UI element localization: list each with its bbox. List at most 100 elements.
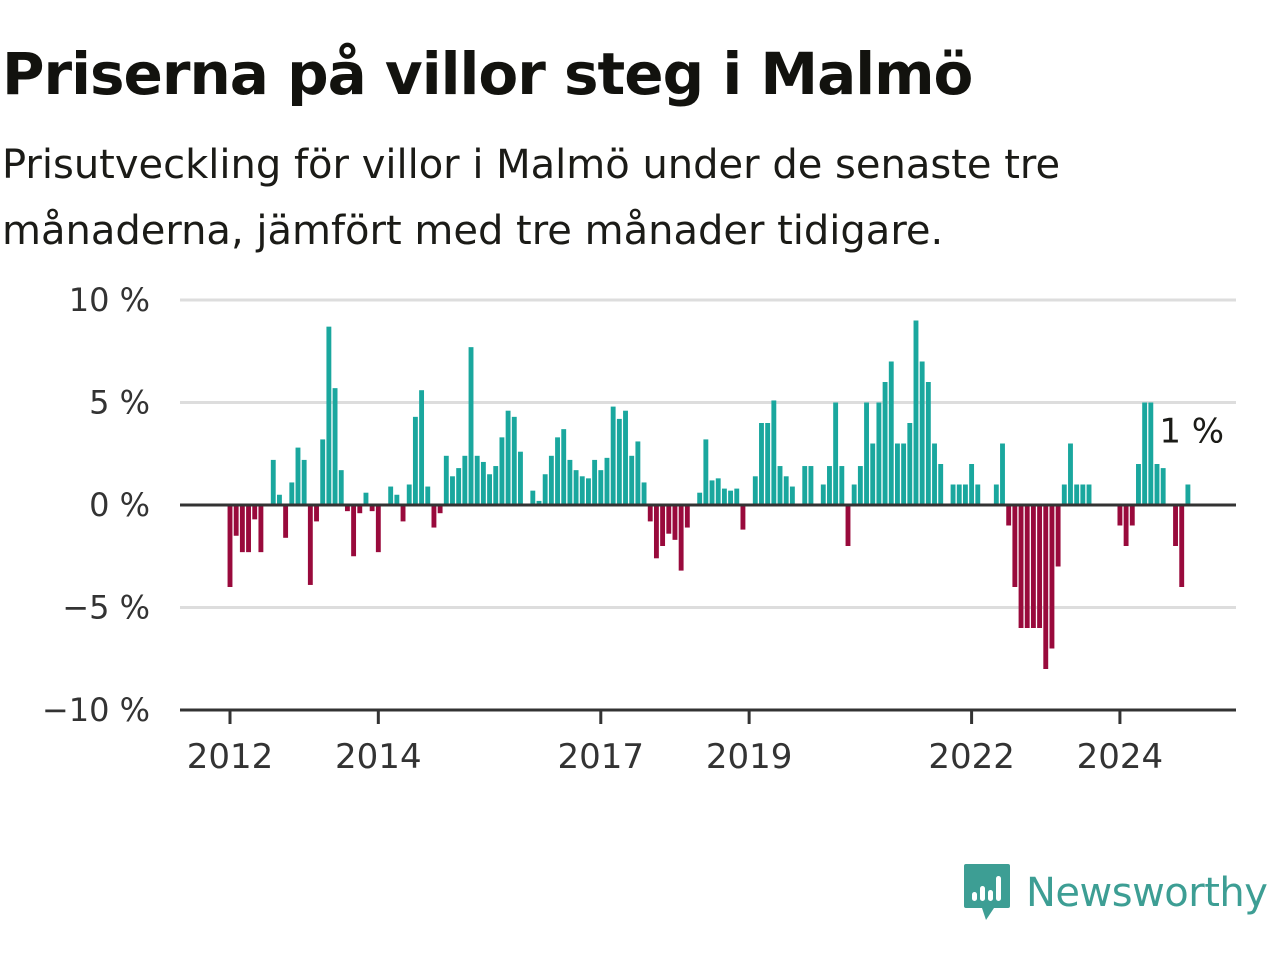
bar [647, 505, 653, 522]
bar [1179, 505, 1185, 587]
bar [839, 466, 845, 505]
bar [1030, 505, 1036, 628]
bar [734, 488, 740, 505]
bar [1000, 443, 1005, 505]
x-tick-label: 2017 [558, 737, 645, 777]
bar [456, 468, 462, 505]
bar [851, 484, 857, 505]
bar [789, 486, 795, 505]
bar [833, 402, 839, 505]
bar [518, 451, 523, 505]
bar [332, 388, 338, 505]
bar [252, 505, 258, 520]
bar [938, 464, 944, 505]
bar [827, 466, 832, 505]
y-tick-label: 10 % [69, 281, 150, 319]
bar [468, 347, 474, 505]
x-tick-label: 2019 [706, 737, 793, 777]
bar [394, 494, 400, 505]
bar [857, 466, 863, 505]
bar [1049, 505, 1055, 649]
bar [530, 490, 536, 505]
bar [419, 390, 425, 505]
bar [1068, 443, 1073, 505]
bar [1018, 505, 1024, 628]
bar [474, 455, 480, 505]
bar [845, 505, 851, 546]
bar [437, 505, 443, 514]
bar [283, 505, 289, 538]
bar [759, 423, 764, 505]
bar [771, 400, 777, 505]
bar [672, 505, 678, 540]
newsworthy-logo-text: Newsworthy [1026, 870, 1268, 916]
y-tick-label: −5 % [62, 589, 150, 627]
bar [932, 443, 937, 505]
bar [375, 505, 381, 553]
bar [864, 402, 869, 505]
bar [277, 494, 282, 505]
bar [511, 416, 517, 505]
last-value-annotation: 1 % [1159, 412, 1224, 452]
bar [913, 320, 919, 505]
bar [969, 464, 975, 505]
bar [1123, 505, 1129, 546]
chart-title: Priserna på villor steg i Malmö [2, 40, 973, 108]
bar [641, 482, 647, 505]
bar [344, 505, 350, 512]
bar [314, 505, 319, 522]
bar [1006, 505, 1012, 526]
bars [227, 320, 1191, 669]
bar [629, 455, 635, 505]
bar [1043, 505, 1049, 669]
bar [1160, 468, 1166, 505]
bar [598, 470, 604, 505]
bar [307, 505, 313, 585]
bar [227, 505, 233, 587]
bar [808, 466, 814, 505]
bar [684, 505, 690, 528]
bar [239, 505, 245, 553]
bar [363, 492, 369, 505]
y-tick-label: −10 % [42, 691, 150, 729]
bar [721, 488, 727, 505]
grid-lines [180, 298, 1236, 609]
bar [326, 326, 332, 505]
bar [740, 505, 746, 530]
bar [1148, 402, 1154, 505]
newsworthy-logo-icon [964, 864, 1010, 920]
bar [715, 478, 721, 505]
bar [950, 484, 956, 505]
bar [666, 505, 672, 534]
bar [555, 437, 560, 505]
bar [369, 505, 375, 512]
bar [573, 470, 579, 505]
chart-subtitle: Prisutveckling för villor i Malmö under … [2, 142, 1061, 254]
bar [962, 484, 968, 505]
bar [338, 470, 344, 505]
bar [548, 455, 554, 505]
bar [820, 484, 826, 505]
x-axis-labels: 2012 2014 2017 2019 2022 2024 [187, 737, 1163, 777]
bar [1061, 484, 1067, 505]
y-tick-label: 0 % [89, 486, 150, 524]
bar [895, 443, 900, 505]
bar [412, 416, 418, 505]
bar [610, 406, 616, 505]
bar [956, 484, 962, 505]
y-axis-labels: 10 % 5 % 0 % −5 % −10 % [42, 281, 150, 729]
bar [480, 461, 486, 505]
bar [919, 361, 925, 505]
annotations: 1 % [1159, 412, 1224, 452]
x-tick-label: 2022 [928, 737, 1015, 777]
x-tick-label: 2012 [187, 737, 274, 777]
bar [487, 474, 492, 505]
bar [802, 466, 808, 505]
bar [542, 474, 548, 505]
bar [289, 482, 295, 505]
bar [246, 505, 251, 553]
bar [907, 423, 913, 505]
bar [1142, 402, 1148, 505]
bar [567, 459, 573, 505]
bar [752, 476, 758, 505]
